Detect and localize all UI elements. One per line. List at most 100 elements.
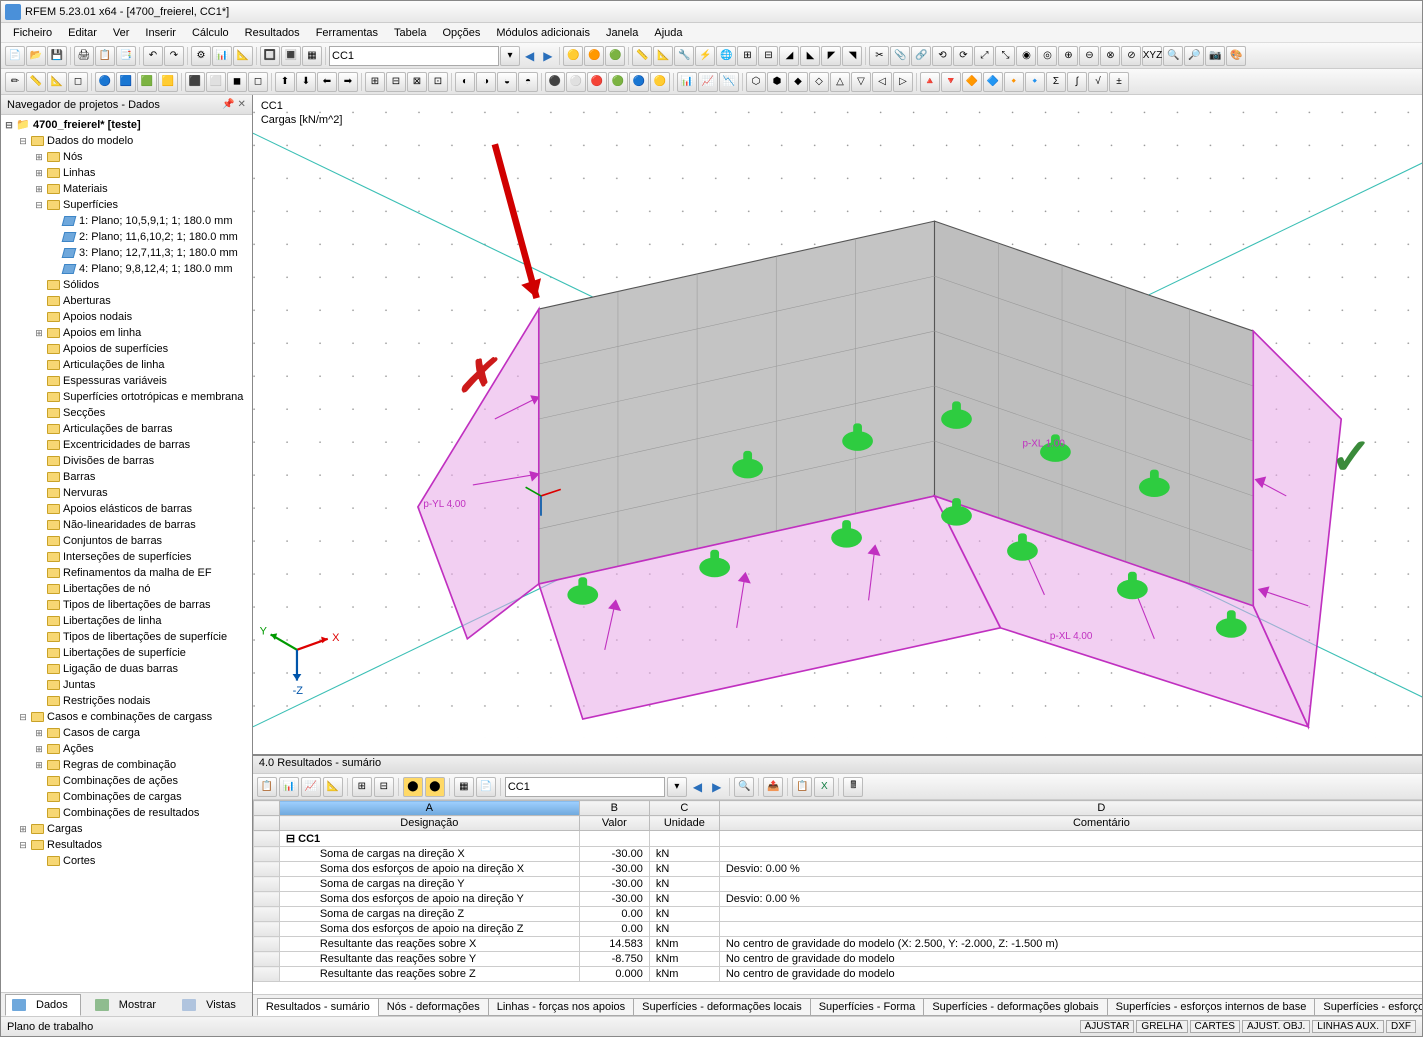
tb-icon[interactable]: 📋	[257, 777, 277, 797]
tb-icon[interactable]: ⊗	[1100, 46, 1120, 66]
tb-icon[interactable]: ▽	[851, 72, 871, 92]
tb-icon[interactable]: ⬤	[403, 777, 423, 797]
tree-sections[interactable]: Secções	[1, 405, 252, 421]
pin-icon[interactable]: 📌 ✕	[222, 99, 246, 110]
tree-intersections[interactable]: Interseções de superfícies	[1, 549, 252, 565]
viewport-3d[interactable]: CC1 Cargas [kN/m^2]	[253, 95, 1422, 756]
tb-icon[interactable]: 📐	[653, 46, 673, 66]
tb-icon[interactable]: ⤢	[974, 46, 994, 66]
tb-icon[interactable]: ✏	[5, 72, 25, 92]
hdr-unidade[interactable]: Unidade	[649, 816, 719, 831]
tree-nonlin[interactable]: Não-linearidades de barras	[1, 517, 252, 533]
tb-icon[interactable]: ⬜	[206, 72, 226, 92]
tb-icon[interactable]: 🎨	[1226, 46, 1246, 66]
tb-icon[interactable]: 🔵	[95, 72, 115, 92]
tb-icon[interactable]: 🔧	[674, 46, 694, 66]
tb-icon[interactable]: XYZ	[1142, 46, 1162, 66]
results-tab[interactable]: Superfícies - Forma	[810, 998, 925, 1016]
menu-results[interactable]: Resultados	[237, 25, 308, 41]
tb-icon[interactable]: ⊟	[758, 46, 778, 66]
prev-icon[interactable]: ◀	[689, 780, 706, 794]
tb-icon[interactable]: ⬤	[425, 777, 445, 797]
tb-icon[interactable]: 📋	[792, 777, 812, 797]
tree-surf-release[interactable]: Libertações de superfície	[1, 645, 252, 661]
tb-icon[interactable]: ◒	[497, 72, 517, 92]
col-D[interactable]: D	[719, 801, 1422, 816]
tb-icon[interactable]: ⊡	[428, 72, 448, 92]
tree-actions[interactable]: ⊞Ações	[1, 741, 252, 757]
tb-icon[interactable]: △	[830, 72, 850, 92]
table-row[interactable]: ⊟ CC1	[253, 831, 1422, 847]
tb-icon[interactable]: ⊞	[352, 777, 372, 797]
tb-icon[interactable]: 📤	[763, 777, 783, 797]
tree-nodal-constraints[interactable]: Restrições nodais	[1, 693, 252, 709]
tree-root[interactable]: ⊟📁4700_freierel* [teste]	[1, 117, 252, 133]
tb-icon[interactable]: ◆	[788, 72, 808, 92]
tb-icon[interactable]: ⤡	[995, 46, 1015, 66]
tb-icon[interactable]: 📊	[279, 777, 299, 797]
tb-icon[interactable]: ▦	[454, 777, 474, 797]
tree-var-thick[interactable]: Espessuras variáveis	[1, 373, 252, 389]
table-row[interactable]: Soma dos esforços de apoio na direção Z0…	[253, 922, 1422, 937]
tree-action-combos[interactable]: Combinações de ações	[1, 773, 252, 789]
new-icon[interactable]: 📄	[5, 46, 25, 66]
status-toggle[interactable]: GRELHA	[1136, 1020, 1187, 1033]
col-B[interactable]: B	[579, 801, 649, 816]
tree-elastic-found[interactable]: Apoios elásticos de barras	[1, 501, 252, 517]
tb-icon[interactable]: ▷	[893, 72, 913, 92]
tb-icon[interactable]: 📷	[1205, 46, 1225, 66]
results-grid-wrap[interactable]: A B C D Designação Valor Unidade Comentá…	[253, 800, 1422, 994]
tb-icon[interactable]: ⟳	[953, 46, 973, 66]
menu-tools[interactable]: Ferramentas	[308, 25, 386, 41]
tb-icon[interactable]: ⬆	[275, 72, 295, 92]
menu-options[interactable]: Opções	[434, 25, 488, 41]
tb-icon[interactable]: ⚪	[566, 72, 586, 92]
tb-icon[interactable]: 📈	[698, 72, 718, 92]
results-tab[interactable]: Superfícies - deformações globais	[923, 998, 1107, 1016]
tree-member-ecc[interactable]: Excentricidades de barras	[1, 437, 252, 453]
tb-icon[interactable]: 🔹	[1025, 72, 1045, 92]
tb-icon[interactable]: ⬅	[317, 72, 337, 92]
tb-icon[interactable]: ⚫	[545, 72, 565, 92]
tb-icon[interactable]: 📏	[26, 72, 46, 92]
status-toggle[interactable]: CARTES	[1190, 1020, 1240, 1033]
results-tab[interactable]: Nós - deformações	[378, 998, 489, 1016]
tb-icon[interactable]: ◻	[248, 72, 268, 92]
tb-icon[interactable]: 📑	[116, 46, 136, 66]
tb-icon[interactable]: 🟩	[137, 72, 157, 92]
tb-icon[interactable]: 🔶	[962, 72, 982, 92]
tree-openings[interactable]: Aberturas	[1, 293, 252, 309]
tree-ortho[interactable]: Superfícies ortotrópicas e membrana	[1, 389, 252, 405]
table-row[interactable]: Soma dos esforços de apoio na direção Y-…	[253, 892, 1422, 907]
tree-surf3[interactable]: 3: Plano; 12,7,11,3; 1; 180.0 mm	[1, 245, 252, 261]
tree-loads[interactable]: ⊞Cargas	[1, 821, 252, 837]
results-tab[interactable]: Resultados - sumário	[257, 998, 379, 1016]
tree-surf2[interactable]: 2: Plano; 11,6,10,2; 1; 180.0 mm	[1, 229, 252, 245]
tb-icon[interactable]: 📐	[47, 72, 67, 92]
tree-load-combos[interactable]: Combinações de cargas	[1, 789, 252, 805]
col-C[interactable]: C	[649, 801, 719, 816]
tree-joints[interactable]: Juntas	[1, 677, 252, 693]
tb-icon[interactable]: 🟢	[608, 72, 628, 92]
menu-file[interactable]: Ficheiro	[5, 25, 60, 41]
tb-icon[interactable]: 🟡	[563, 46, 583, 66]
tb-icon[interactable]: 🔵	[629, 72, 649, 92]
tb-icon[interactable]: 🔺	[920, 72, 940, 92]
menu-window[interactable]: Janela	[598, 25, 646, 41]
dropdown-icon[interactable]: ▾	[500, 46, 520, 66]
tb-icon[interactable]: 🟨	[158, 72, 178, 92]
tb-icon[interactable]: 🔗	[911, 46, 931, 66]
tb-icon[interactable]: 📋	[95, 46, 115, 66]
tb-icon[interactable]: ±	[1109, 72, 1129, 92]
tree-member-hinges[interactable]: Articulações de barras	[1, 421, 252, 437]
status-toggle[interactable]: DXF	[1386, 1020, 1416, 1033]
open-icon[interactable]: 📂	[26, 46, 46, 66]
tree-nodes[interactable]: ⊞Nós	[1, 149, 252, 165]
tree-ribs[interactable]: Nervuras	[1, 485, 252, 501]
tb-icon[interactable]: 📐	[233, 46, 253, 66]
tab-data[interactable]: Dados	[5, 994, 81, 1016]
menu-view[interactable]: Ver	[105, 25, 138, 41]
tree-nodal-supports[interactable]: Apoios nodais	[1, 309, 252, 325]
tb-icon[interactable]: 🌐	[716, 46, 736, 66]
tb-icon[interactable]: 📄	[476, 777, 496, 797]
